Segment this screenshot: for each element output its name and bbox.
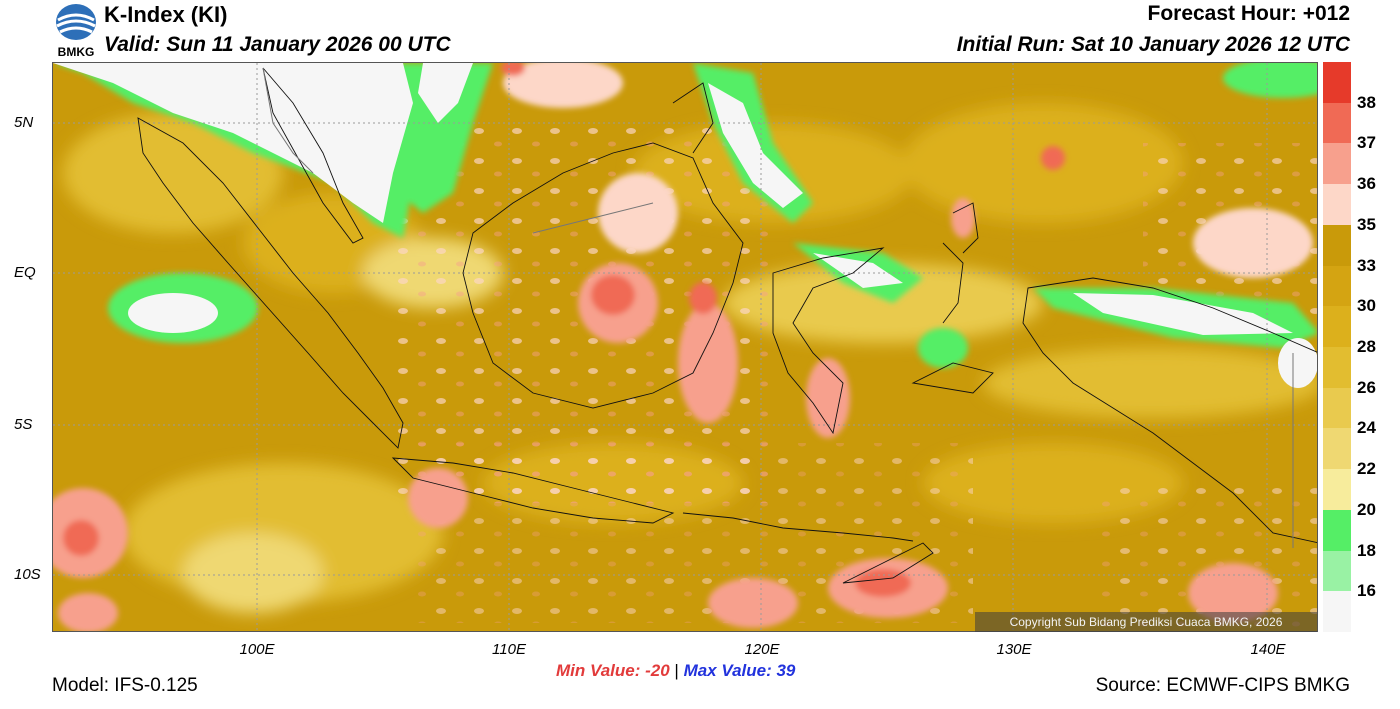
colorbar-label: 16 [1357,581,1376,601]
colorbar [1323,62,1351,633]
colorbar-label: 24 [1357,418,1376,438]
lon-label-100e: 100E [239,641,275,658]
colorbar-segment [1323,306,1351,348]
lon-label-110e: 110E [492,641,526,658]
colorbar-segment [1323,265,1351,307]
colorbar-segment [1323,347,1351,389]
min-max-values: Min Value: -20 | Max Value: 39 [556,661,795,681]
k-index-map [52,62,1318,632]
colorbar-label: 37 [1357,133,1376,153]
colorbar-label: 28 [1357,337,1376,356]
initial-run: Initial Run: Sat 10 January 2026 12 UTC [956,33,1350,56]
colorbar-label: 36 [1357,174,1376,194]
bmkg-logo-icon: BMKG [56,4,96,59]
colorbar-segment [1323,550,1351,592]
colorbar-segment [1323,469,1351,511]
lon-label-140e: 140E [1250,641,1286,658]
lat-label-5n: 5N [14,114,34,131]
copyright-notice: Copyright Sub Bidang Prediksi Cuaca BMKG… [975,612,1317,632]
lat-label-10s: 10S [14,566,41,583]
separator: | [674,661,679,680]
colorbar-label: 22 [1357,459,1376,479]
colorbar-segment [1323,143,1351,185]
chart-title: K-Index (KI) [104,2,228,27]
lat-label-5s: 5S [14,416,33,433]
colorbar-segment [1323,509,1351,552]
model-label: Model: IFS-0.125 [52,675,198,696]
colorbar-segment [1323,184,1351,226]
colorbar-label: 35 [1357,214,1376,234]
field-high-values [53,63,1313,631]
colorbar-segment [1323,428,1351,470]
colorbar-label: 26 [1357,377,1376,397]
bmkg-logo: BMKG [52,2,100,59]
colorbar-segment [1323,102,1351,144]
colorbar-segment [1323,387,1351,429]
graticule [53,63,1317,631]
min-value: Min Value: -20 [556,661,670,680]
borders [262,67,1294,548]
lat-label-eq: EQ [14,264,36,281]
coastlines [137,67,1317,584]
colorbar-segment [1323,62,1351,104]
map-canvas [53,63,1317,631]
lon-label-120e: 120E [744,641,780,658]
field-white-zones [53,63,1317,388]
max-value: Max Value: 39 [683,661,796,680]
colorbar-label: 20 [1357,499,1376,519]
colorbar-segment [1323,591,1351,633]
source-label: Source: ECMWF-CIPS BMKG [1095,675,1350,696]
colorbar-label: 38 [1357,92,1376,112]
valid-time: Valid: Sun 11 January 2026 00 UTC [104,33,451,56]
colorbar-label: 18 [1357,540,1376,560]
lon-label-130e: 130E [996,641,1032,658]
forecast-hour: Forecast Hour: +012 [1147,2,1351,25]
colorbar-label: 33 [1357,255,1376,275]
colorbar-label: 30 [1357,296,1376,316]
logo-text: BMKG [58,45,95,58]
colorbar-segment [1323,224,1351,267]
